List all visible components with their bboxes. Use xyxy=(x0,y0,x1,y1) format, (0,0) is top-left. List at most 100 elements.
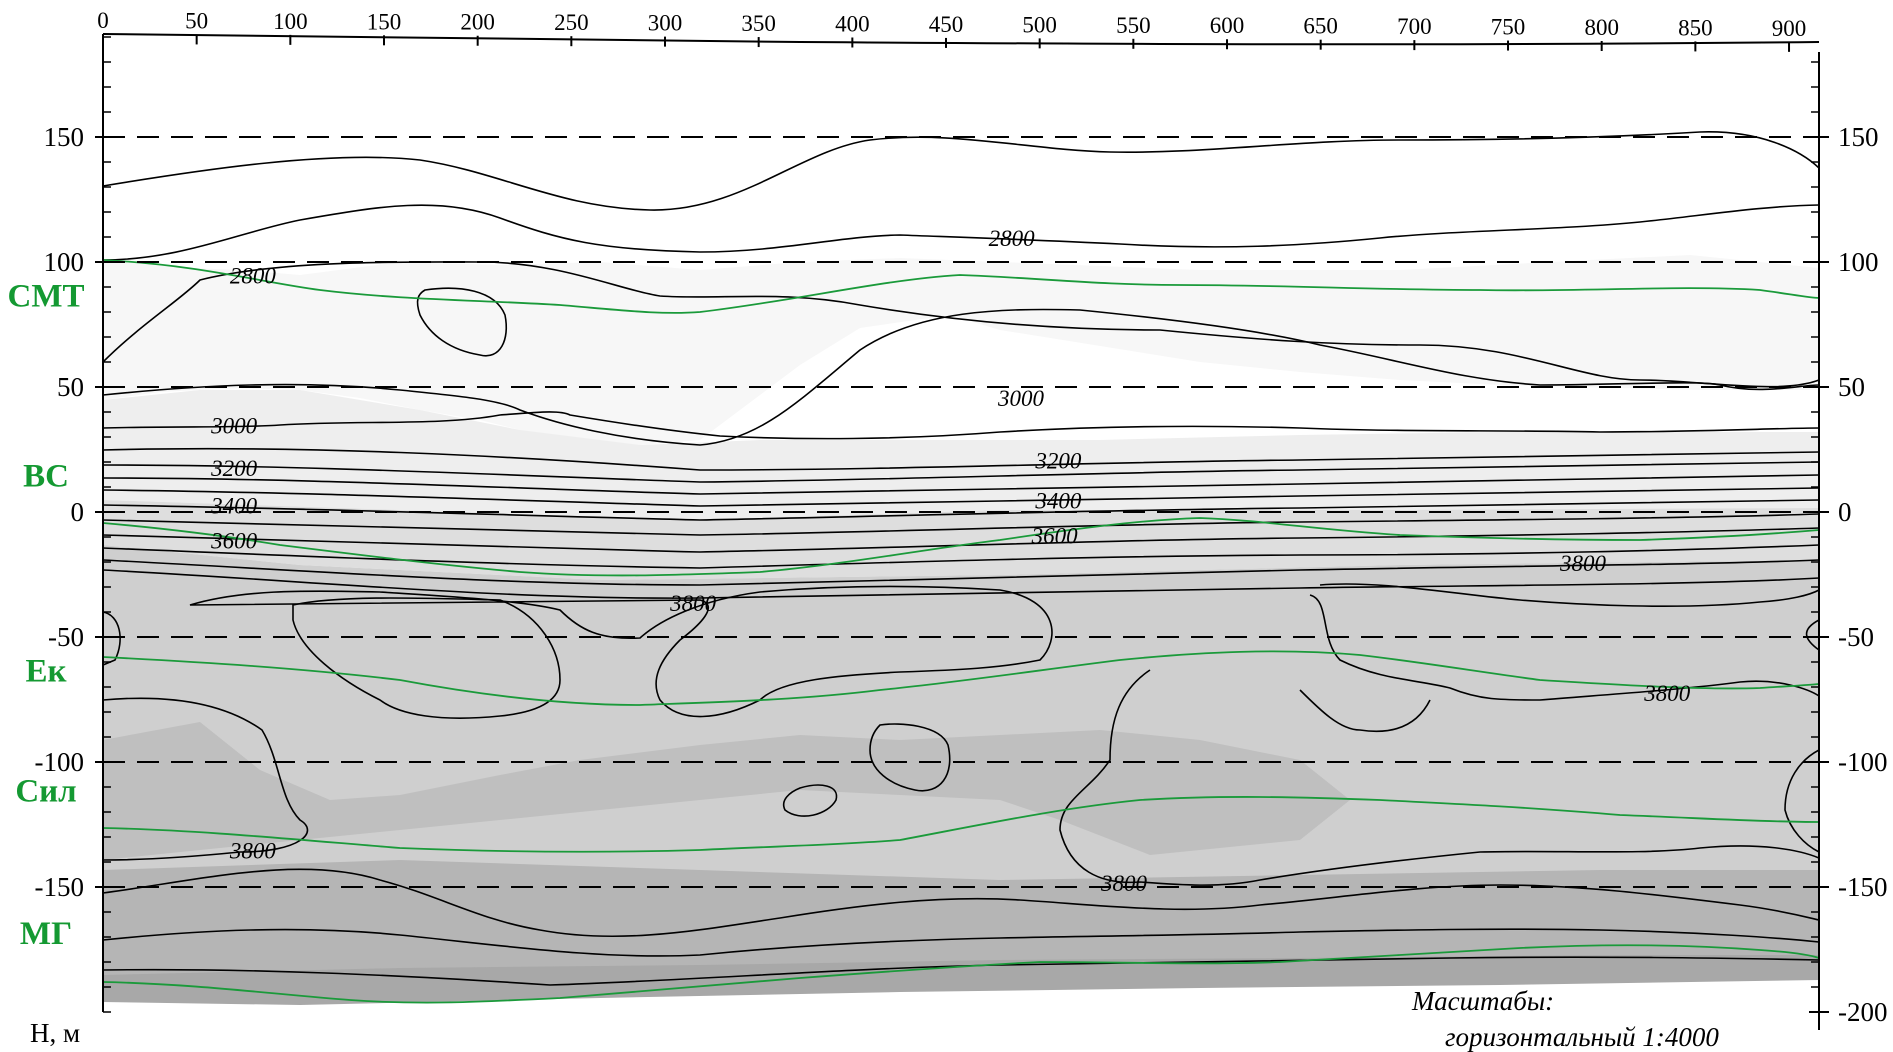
dashed-gridlines xyxy=(103,136,1819,888)
contour-line xyxy=(102,527,1820,553)
x-tick-label: 900 xyxy=(1772,16,1807,41)
contour-line xyxy=(869,723,951,792)
y-tick-label-right: 150 xyxy=(1838,122,1879,152)
y-tick-label-left: -50 xyxy=(48,622,84,652)
contour-line xyxy=(102,697,309,861)
x-tick-label: 0 xyxy=(97,8,109,33)
contour-label: 3800 xyxy=(1643,681,1691,706)
x-tick-label: 100 xyxy=(273,9,308,34)
contour-line xyxy=(102,559,1820,586)
band-3800-inner xyxy=(103,722,1350,860)
contour-label: 3400 xyxy=(210,494,258,519)
contour-label: 3400 xyxy=(1034,489,1082,514)
y-tick-label-left: 150 xyxy=(44,122,85,152)
contour-line xyxy=(416,287,507,357)
contour-label: 3200 xyxy=(210,456,258,481)
contour-lines xyxy=(102,131,1820,986)
contour-line xyxy=(102,544,1820,569)
contour-line xyxy=(102,131,1820,211)
y-tick-label-left: -100 xyxy=(35,747,85,777)
contour-label: 3800 xyxy=(1100,871,1148,896)
x-tick-label: 600 xyxy=(1210,13,1245,38)
contour-value-labels: 2800 2800 3000 3000 3200 3200 3400 3400 3600 3600… xyxy=(210,226,1691,896)
contour-label: 2800 xyxy=(230,264,277,289)
y-tick-label-right: -200 xyxy=(1838,997,1888,1027)
contour-line xyxy=(102,928,1820,957)
contour-line xyxy=(1784,749,1820,853)
contour-label: 3800 xyxy=(669,591,717,616)
y-tick-label-left: -150 xyxy=(35,872,85,902)
fill-bands xyxy=(103,255,1819,1005)
scale-horizontal: горизонтальный 1:4000 xyxy=(1445,1022,1719,1052)
x-axis-ticks: 0 50 100 150 200 250 300 350 400 450 500 550 600 650 7… xyxy=(97,8,1806,52)
contour-label: 3600 xyxy=(210,529,258,554)
contour-line xyxy=(102,411,1820,440)
y-tick-label-right: 0 xyxy=(1838,497,1852,527)
contour-line xyxy=(782,784,838,817)
boundary-line xyxy=(102,796,1820,853)
x-tick-label: 750 xyxy=(1491,15,1526,40)
y-tick-label-right: -100 xyxy=(1838,747,1888,777)
boundary-line xyxy=(102,259,1820,314)
y-axis-left-ticks: 150 100 50 0 -50 -100 -150 xyxy=(35,36,113,1013)
y-axis-right-ticks: 150 100 50 0 -50 -100 -150 -200 xyxy=(1809,61,1888,1027)
contour-line xyxy=(1319,583,1820,608)
x-tick-label: 350 xyxy=(741,11,776,36)
x-tick-label: 500 xyxy=(1022,12,1057,37)
stratigraphic-boundaries xyxy=(102,259,1820,1004)
x-tick-label: 450 xyxy=(929,12,964,37)
contour-label: 3800 xyxy=(229,839,277,864)
x-tick-label: 250 xyxy=(554,10,589,35)
layer-labels: СМТ ВС Ек Сил МГ xyxy=(8,279,85,953)
x-tick-label: 300 xyxy=(648,11,683,36)
layer-label: МГ xyxy=(20,916,72,952)
contour-label: 3000 xyxy=(997,386,1045,411)
x-tick-label: 850 xyxy=(1678,15,1713,40)
x-tick-label: 650 xyxy=(1303,14,1338,39)
contour-label: 3000 xyxy=(210,414,258,439)
band-2800-3000 xyxy=(103,255,1819,445)
y-tick-label-right: -150 xyxy=(1838,872,1888,902)
band-3400-3600 xyxy=(103,500,1819,580)
layer-label: Ек xyxy=(25,654,66,690)
y-axis-title: Н, м xyxy=(30,1018,80,1048)
y-tick-label-right: 50 xyxy=(1838,372,1865,402)
boundary-line xyxy=(102,944,1820,1004)
contour-line xyxy=(102,487,1820,507)
contour-label: 3800 xyxy=(1559,551,1607,576)
x-tick-label: 700 xyxy=(1397,14,1432,39)
contour-line xyxy=(1059,669,1820,886)
y-tick-label-right: -50 xyxy=(1838,622,1874,652)
x-tick-label: 150 xyxy=(367,9,402,34)
contour-line xyxy=(292,597,561,719)
contour-label: 3600 xyxy=(1031,524,1079,549)
y-tick-label-left: 100 xyxy=(44,247,85,277)
layer-label: Сил xyxy=(15,774,76,810)
contour-label: 3200 xyxy=(1034,449,1082,474)
boundary-line xyxy=(102,650,1820,706)
scale-title: Масштабы: xyxy=(1411,986,1554,1016)
contour-line xyxy=(102,569,1820,599)
y-tick-label-left: 50 xyxy=(57,372,84,402)
contour-line xyxy=(102,261,1820,388)
x-tick-label: 50 xyxy=(185,8,208,33)
x-tick-label: 400 xyxy=(835,11,870,36)
contour-line xyxy=(102,513,1820,536)
band-3000-3400 xyxy=(103,390,1819,520)
x-tick-label: 200 xyxy=(460,10,495,35)
contour-line xyxy=(1309,594,1820,701)
boundary-line xyxy=(102,517,1820,577)
contour-line xyxy=(102,308,1820,446)
layer-label: ВС xyxy=(23,459,69,495)
layer-label: СМТ xyxy=(8,279,85,315)
x-tick-label: 800 xyxy=(1584,15,1619,40)
x-tick-label: 550 xyxy=(1116,13,1151,38)
contour-line xyxy=(1805,619,1820,651)
contour-line xyxy=(1299,689,1431,732)
y-tick-label-left: 0 xyxy=(71,497,85,527)
y-tick-label-right: 100 xyxy=(1838,247,1879,277)
band-bottom xyxy=(103,955,1819,1005)
contour-line xyxy=(102,204,1820,261)
contour-label: 2800 xyxy=(989,226,1036,251)
